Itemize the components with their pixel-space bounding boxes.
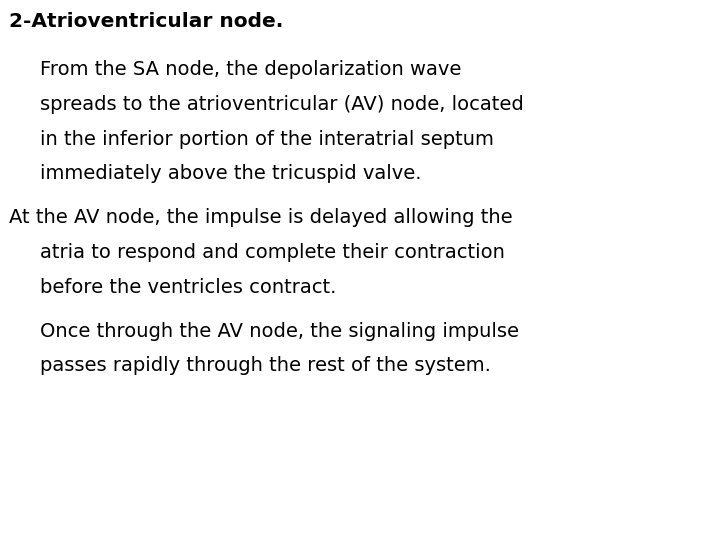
Text: At the AV node, the impulse is delayed allowing the: At the AV node, the impulse is delayed a… (9, 208, 513, 227)
Text: before the ventricles contract.: before the ventricles contract. (40, 278, 336, 296)
Text: From the SA node, the depolarization wave: From the SA node, the depolarization wav… (40, 60, 461, 79)
Text: in the inferior portion of the interatrial septum: in the inferior portion of the interatri… (40, 130, 493, 148)
Text: spreads to the atrioventricular (AV) node, located: spreads to the atrioventricular (AV) nod… (40, 95, 523, 114)
Text: immediately above the tricuspid valve.: immediately above the tricuspid valve. (40, 164, 421, 183)
Text: passes rapidly through the rest of the system.: passes rapidly through the rest of the s… (40, 356, 490, 375)
Text: Once through the AV node, the signaling impulse: Once through the AV node, the signaling … (40, 322, 518, 341)
Text: 2-Atrioventricular node.: 2-Atrioventricular node. (9, 12, 284, 31)
Text: atria to respond and complete their contraction: atria to respond and complete their cont… (40, 243, 505, 262)
